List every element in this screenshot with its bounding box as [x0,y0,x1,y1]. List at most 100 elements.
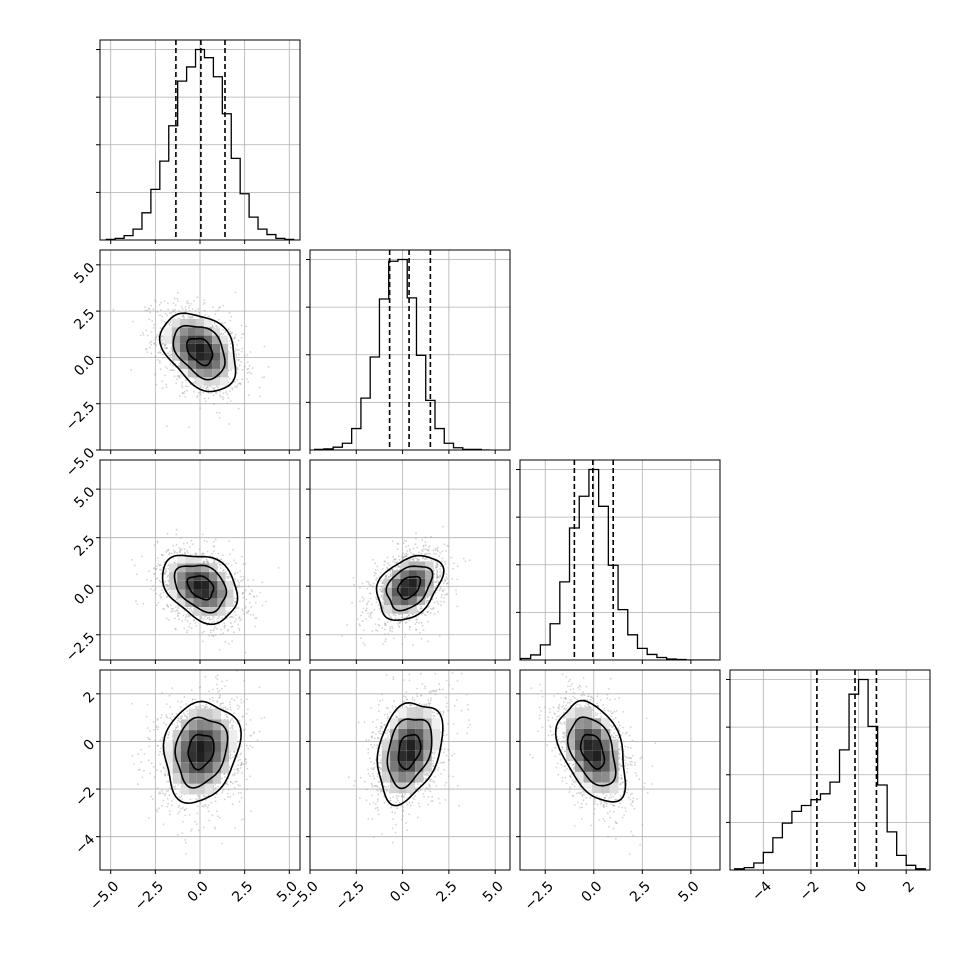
scatter-point [181,548,183,550]
scatter-point [164,573,166,575]
scatter-point [188,614,190,616]
scatter-point [376,565,379,568]
scatter-point [175,606,177,608]
scatter-point [435,566,437,568]
density-cell [169,589,178,599]
scatter-point [228,378,231,380]
scatter-point [212,394,215,397]
scatter-point [176,300,179,302]
scatter-point [231,625,234,628]
scatter-point [277,567,280,569]
scatter-point [172,557,175,560]
scatter-point [439,552,441,554]
scatter-point [188,316,191,319]
scatter-point [361,611,364,614]
scatter-point [158,579,161,582]
scatter-point [172,309,174,311]
scatter-point [215,392,218,394]
scatter-point [261,604,264,607]
scatter-point [397,543,400,545]
scatter-point [174,627,177,630]
scatter-point [425,601,427,603]
scatter-point [242,818,245,820]
scatter-point [213,545,216,548]
scatter-point [162,591,165,594]
scatter-point [211,696,214,699]
scatter-point [158,303,161,306]
scatter-point [174,550,176,553]
scatter-point [378,608,381,610]
scatter-point [377,604,380,606]
hist-panel-2 [306,249,511,454]
scatter-point [230,564,233,567]
scatter-point [359,624,361,627]
scatter-point [446,578,448,580]
scatter-point [392,614,395,616]
scatter-point [375,569,377,571]
density-cell [187,344,196,353]
scatter-point [421,624,424,627]
scatter-point [444,593,446,596]
scatter-point [178,365,180,368]
scatter-point [176,609,178,611]
panel-frame [729,669,931,871]
scatter-point [219,396,222,398]
scatter-point [246,698,248,701]
scatter-point [227,328,230,331]
scatter-point [411,613,414,616]
density-cell [220,377,229,386]
scatter-point [166,314,168,317]
scatter-point [207,392,210,394]
scatter-point [165,583,168,586]
scatter-point [365,580,368,583]
scatter-point [236,772,239,775]
scatter-point [212,629,215,632]
scatter-point [229,330,232,333]
scatter-point [399,621,401,624]
scatter-point [234,578,237,581]
scatter-point [414,543,417,545]
scatter-point [218,417,221,419]
scatter-point [161,339,164,341]
scatter-point [394,617,397,620]
scatter-point [435,553,438,555]
scatter-point [190,539,193,542]
scatter-point [188,305,191,307]
scatter-point [435,563,438,565]
scatter-point [196,396,198,398]
scatter-point [163,722,165,724]
scatter-point [228,340,231,343]
scatter-point [379,571,382,574]
hist-panel-4 [726,669,931,874]
scatter-point [443,588,446,591]
scatter-point [154,373,157,375]
scatter-point [358,623,361,625]
scatter-point [437,546,439,549]
scatter-point [193,299,195,302]
scatter-point [155,336,158,338]
scatter-point [265,600,267,603]
scatter-point [177,812,179,815]
scatter-point [188,302,190,305]
scatter-point [156,557,159,559]
scatter-point [203,630,205,633]
scatter-point [203,299,206,301]
scatter-point [381,590,384,593]
scatter-point [231,387,234,389]
density-cell [187,360,196,369]
scatter-point [402,552,405,555]
scatter-point [230,332,233,335]
scatter-point [248,592,251,595]
pair-grid [100,250,300,451]
scatter-point [195,823,198,825]
scatter-point [200,616,203,619]
scatter-point [237,358,240,361]
scatter-point [236,585,238,588]
scatter-point [444,579,446,582]
scatter-point [226,630,229,632]
scatter-point [221,680,223,683]
scatter-point [170,354,172,356]
scatter-point [156,540,159,542]
scatter-point [253,595,256,598]
scatter-point [445,592,448,595]
